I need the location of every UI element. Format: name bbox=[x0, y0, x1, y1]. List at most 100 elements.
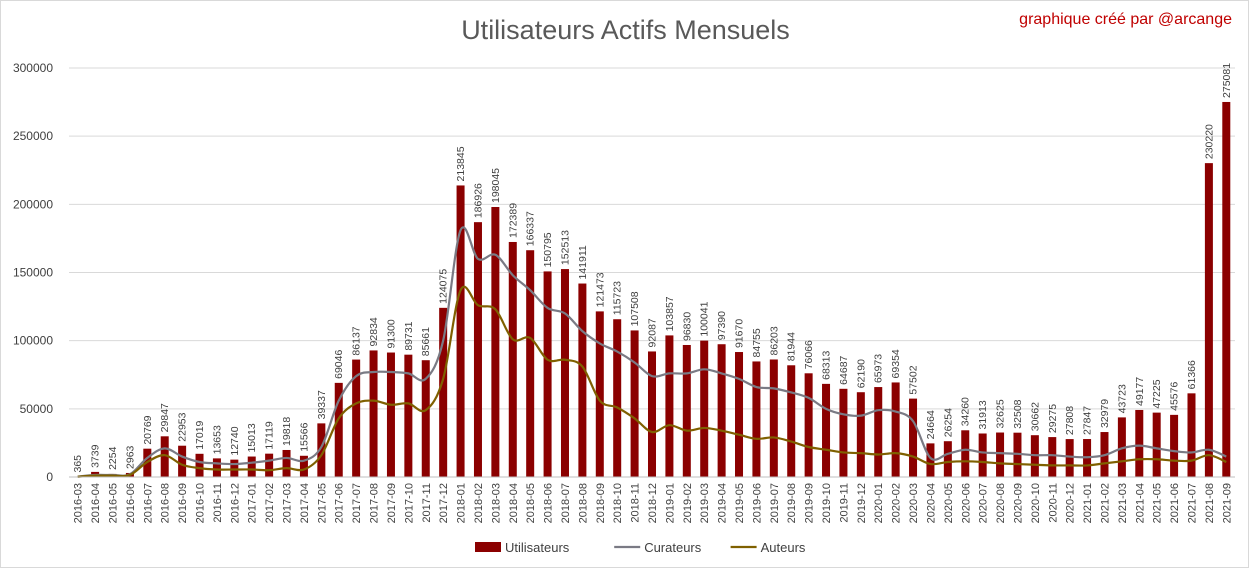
data-label: 152513 bbox=[559, 230, 571, 265]
x-tick-label: 2019-03 bbox=[699, 483, 711, 523]
legend-label-auteurs: Auteurs bbox=[761, 540, 806, 555]
data-label: 96830 bbox=[681, 312, 693, 341]
x-tick-label: 2017-12 bbox=[438, 483, 450, 523]
data-label: 124075 bbox=[438, 269, 450, 304]
data-label: 64687 bbox=[838, 355, 850, 384]
data-label: 57502 bbox=[908, 365, 920, 394]
data-label: 19818 bbox=[281, 417, 293, 446]
bar bbox=[1048, 437, 1056, 477]
data-label: 69046 bbox=[333, 350, 345, 379]
bar bbox=[248, 457, 256, 477]
x-tick-label: 2019-07 bbox=[769, 483, 781, 523]
y-tick-label: 250000 bbox=[13, 129, 53, 143]
data-label: 84755 bbox=[751, 328, 763, 357]
bar bbox=[1066, 439, 1074, 477]
x-tick-label: 2020-06 bbox=[960, 483, 972, 523]
bar bbox=[839, 389, 847, 477]
data-label: 92087 bbox=[647, 318, 659, 347]
data-label: 32979 bbox=[1099, 399, 1111, 428]
x-tick-label: 2017-09 bbox=[386, 483, 398, 523]
bar bbox=[526, 250, 534, 477]
x-tick-label: 2017-01 bbox=[247, 483, 259, 523]
x-tick-label: 2021-08 bbox=[1204, 483, 1216, 523]
legend: Utilisateurs Curateurs Auteurs bbox=[475, 540, 806, 555]
x-tick-label: 2021-07 bbox=[1186, 483, 1198, 523]
data-label: 61366 bbox=[1186, 360, 1198, 389]
x-tick-label: 2020-08 bbox=[995, 483, 1007, 523]
bar bbox=[1187, 393, 1195, 477]
x-tick-label: 2019-05 bbox=[734, 483, 746, 523]
data-label: 115723 bbox=[612, 281, 624, 315]
data-label: 213845 bbox=[455, 146, 467, 181]
data-label: 97390 bbox=[716, 311, 728, 340]
bar bbox=[648, 351, 656, 477]
bar bbox=[1222, 102, 1230, 477]
x-tick-label: 2016-12 bbox=[229, 483, 241, 523]
data-label: 13653 bbox=[211, 425, 223, 454]
x-tick-label: 2018-09 bbox=[595, 483, 607, 523]
x-tick-label: 2017-02 bbox=[264, 483, 276, 523]
x-tick-label: 2020-04 bbox=[925, 483, 937, 523]
data-label: 186926 bbox=[472, 183, 484, 218]
data-label: 2963 bbox=[124, 445, 136, 469]
data-label: 17019 bbox=[194, 420, 206, 449]
x-tick-label: 2016-08 bbox=[160, 483, 172, 523]
x-tick-label: 2021-06 bbox=[1169, 483, 1181, 523]
data-label: 22953 bbox=[177, 412, 189, 441]
x-tick-label: 2020-03 bbox=[908, 483, 920, 523]
x-tick-label: 2018-10 bbox=[612, 483, 624, 523]
x-tick-label: 2020-01 bbox=[873, 483, 885, 523]
x-tick-label: 2020-10 bbox=[1030, 483, 1042, 523]
y-tick-label: 50000 bbox=[20, 402, 54, 416]
x-tick-label: 2018-05 bbox=[525, 483, 537, 523]
data-label: 365 bbox=[72, 455, 84, 473]
x-tick-label: 2021-01 bbox=[1082, 483, 1094, 523]
data-label: 32625 bbox=[995, 399, 1007, 428]
bar bbox=[944, 441, 952, 477]
x-tick-label: 2021-05 bbox=[1152, 483, 1164, 523]
y-tick-label: 200000 bbox=[13, 197, 53, 211]
x-tick-label: 2018-01 bbox=[456, 483, 468, 523]
legend-label-curateurs: Curateurs bbox=[644, 540, 702, 555]
x-tick-label: 2019-09 bbox=[804, 483, 816, 523]
bar bbox=[1170, 415, 1178, 477]
x-tick-label: 2018-11 bbox=[630, 483, 642, 523]
data-label: 15566 bbox=[298, 422, 310, 451]
data-label: 49177 bbox=[1134, 377, 1146, 406]
x-tick-label: 2018-07 bbox=[560, 483, 572, 523]
x-tick-label: 2020-09 bbox=[1012, 483, 1024, 523]
data-label: 29275 bbox=[1047, 404, 1059, 433]
data-label: 92834 bbox=[368, 317, 380, 346]
x-tick-label: 2018-12 bbox=[647, 483, 659, 523]
x-tick-label: 2018-02 bbox=[473, 483, 485, 523]
data-label: 39337 bbox=[316, 390, 328, 419]
data-label: 2254 bbox=[107, 446, 119, 470]
data-label: 76066 bbox=[803, 340, 815, 369]
legend-label-utilisateurs: Utilisateurs bbox=[505, 540, 570, 555]
bar bbox=[718, 344, 726, 477]
x-tick-label: 2021-03 bbox=[1117, 483, 1129, 523]
bar bbox=[196, 454, 204, 477]
bar bbox=[752, 361, 760, 477]
data-label: 3739 bbox=[90, 444, 102, 468]
data-label: 26254 bbox=[942, 408, 954, 437]
x-tick-label: 2019-01 bbox=[664, 483, 676, 523]
data-label: 198045 bbox=[490, 168, 502, 203]
bar bbox=[683, 345, 691, 477]
x-tick-label: 2021-09 bbox=[1221, 483, 1233, 523]
y-tick-label: 100000 bbox=[13, 334, 53, 348]
legend-swatch-utilisateurs bbox=[475, 542, 501, 552]
data-label: 47225 bbox=[1151, 379, 1163, 408]
bar bbox=[822, 384, 830, 477]
x-tick-label: 2017-11 bbox=[421, 483, 433, 523]
x-tick-label: 2017-06 bbox=[334, 483, 346, 523]
x-tick-label: 2017-03 bbox=[282, 483, 294, 523]
data-label: 141911 bbox=[577, 245, 589, 279]
bar bbox=[265, 454, 273, 477]
data-label: 81944 bbox=[786, 332, 798, 361]
data-label: 230220 bbox=[1203, 124, 1215, 159]
x-tick-label: 2019-12 bbox=[856, 483, 868, 523]
